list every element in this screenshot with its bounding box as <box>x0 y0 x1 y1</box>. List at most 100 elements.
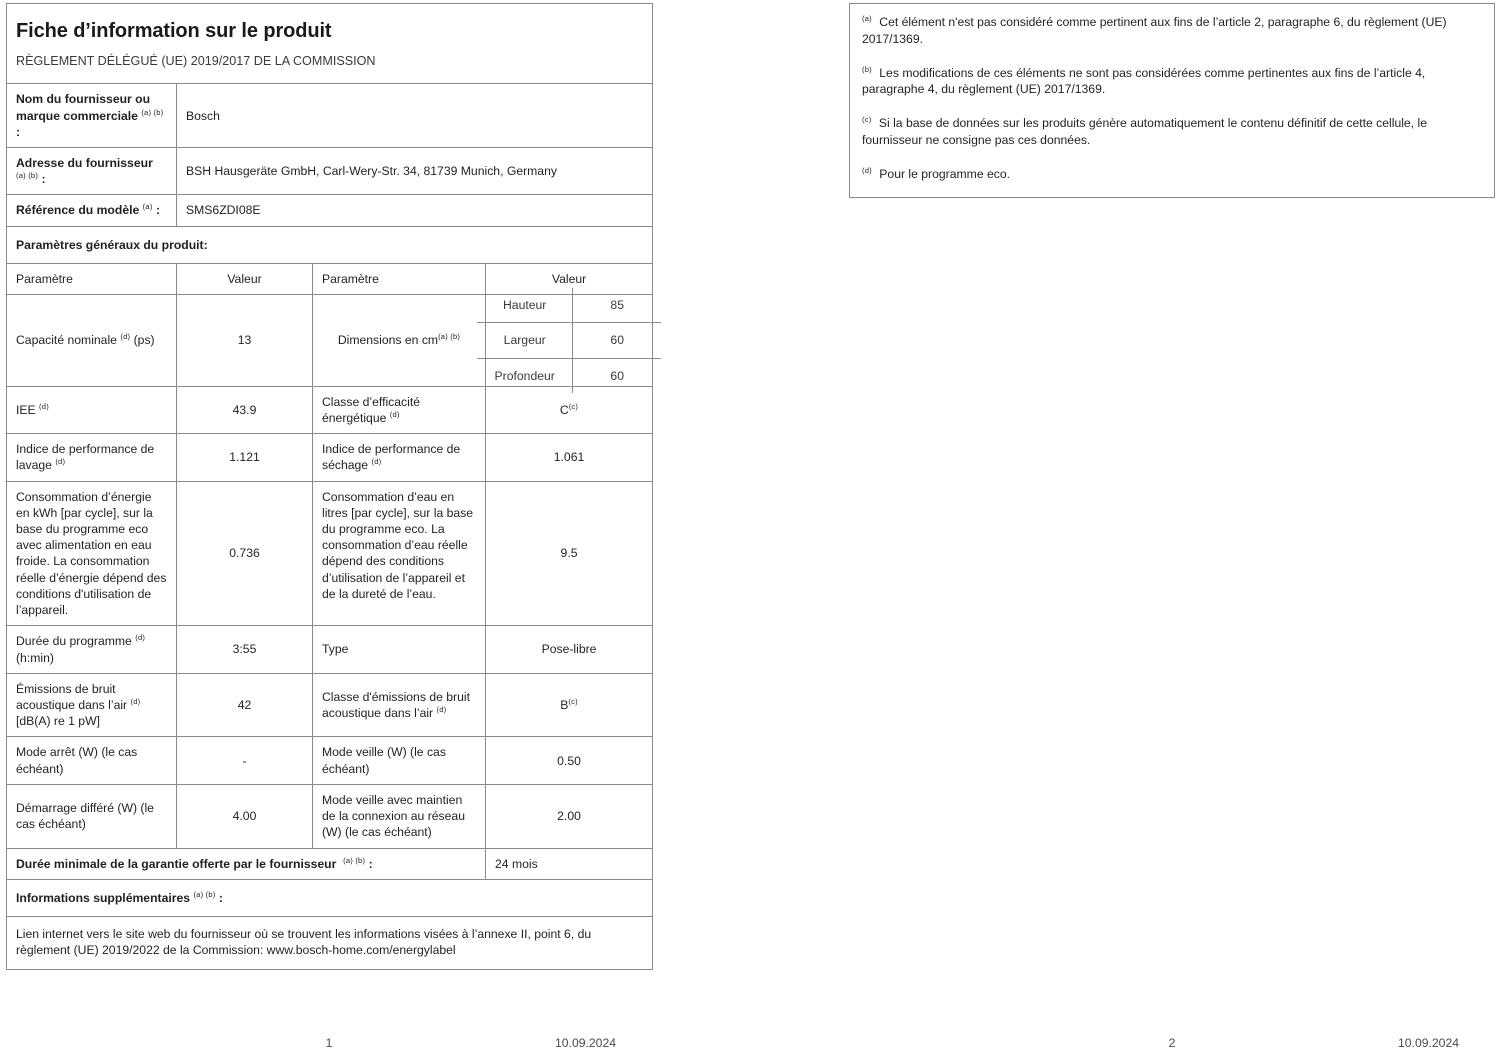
off-mode-label: Mode arrêt (W) (le cas échéant) <box>6 736 177 785</box>
footnote-marker: (c) <box>568 401 579 411</box>
supplier-address-value: BSH Hausgeräte GmbH, Carl-Wery-Str. 34, … <box>175 146 654 196</box>
supplier-address-row: Adresse du fournisseur (a) (b) : BSH Hau… <box>6 146 654 196</box>
footnote-marker: (a) (b) <box>16 171 39 181</box>
parameters-section-heading: Paramètres généraux du produit: <box>5 225 654 264</box>
header-parameter-right: Paramètre <box>312 262 486 296</box>
energy-consumption-value: 0.736 <box>176 480 313 627</box>
dimension-value-height: 85 <box>572 288 662 324</box>
energy-class-label: Classe d’efficacité énergétique (d) <box>312 385 486 435</box>
dimension-name-height: Hauteur <box>477 288 573 324</box>
footnote-marker: (a) (b) <box>438 332 461 342</box>
standby-mode-label: Mode veille (W) (le cas échéant) <box>312 736 486 785</box>
dimension-value-width: 60 <box>572 322 662 359</box>
consumption-row: Consommation d’énergie en kWh [par cycle… <box>6 480 654 627</box>
page-footer-left: 1 10.09.2024 <box>6 1036 652 1052</box>
dimensions-subtable-cell: Hauteur 85 Largeur 60 Profondeur 60 <box>477 288 662 393</box>
page-number: 2 <box>1168 1036 1176 1050</box>
off-standby-row: Mode arrêt (W) (le cas échéant) - Mode v… <box>6 736 654 785</box>
water-consumption-value: 9.5 <box>484 480 654 627</box>
footnote-d-text: Pour le programme eco. <box>879 166 1011 181</box>
drying-performance-value: 1.061 <box>484 433 654 482</box>
page-number: 1 <box>325 1036 333 1050</box>
footnote-marker: (d) <box>135 633 146 643</box>
footnote-c: (c) Si la base de données sur les produi… <box>862 115 1482 149</box>
dimension-name-depth: Profondeur <box>494 368 555 383</box>
parameters-header-row: Paramètre Valeur Paramètre Valeur <box>6 262 654 296</box>
footnote-c-text: Si la base de données sur les produits g… <box>862 116 1427 148</box>
appliance-type-value: Pose-libre <box>484 625 654 674</box>
model-reference-value: SMS6ZDI08E <box>175 194 654 227</box>
product-information-table: Fiche d’information sur le produit RÈGLE… <box>5 2 662 971</box>
footnote-marker: (d) <box>120 332 131 342</box>
water-consumption-label: Consommation d’eau en litres [par cycle]… <box>312 480 486 627</box>
energy-class-value: C(c) <box>484 385 654 435</box>
iee-energy-class-row: IEE (d) 43.9 Classe d’efficacité énergét… <box>6 385 654 435</box>
footnote-marker: (a) (b) <box>193 889 216 899</box>
regulation-subtitle: RÈGLEMENT DÉLÉGUÉ (UE) 2019/2017 DE LA C… <box>16 53 376 68</box>
warranty-label: Durée minimale de la garantie offerte pa… <box>6 847 486 880</box>
iee-label: IEE (d) <box>6 385 177 435</box>
additional-info-heading-row: Informations supplémentaires (a) (b) : <box>5 878 654 917</box>
model-reference-label: Référence du modèle (a) : <box>6 194 177 227</box>
regulation-subtitle-cell: RÈGLEMENT DÉLÉGUÉ (UE) 2019/2017 DE LA C… <box>5 50 654 85</box>
parameters-heading-row: Paramètres généraux du produit: <box>5 225 654 264</box>
standby-mode-value: 0.50 <box>484 736 654 785</box>
supplier-link-row: Lien internet vers le site web du fourni… <box>5 915 654 971</box>
table-row: Hauteur 85 <box>477 288 662 324</box>
dimensions-table: Hauteur 85 Largeur 60 Profondeur 60 <box>477 288 662 393</box>
appliance-type-label: Type <box>312 625 486 674</box>
iee-value: 43.9 <box>176 385 313 435</box>
model-reference-row: Référence du modèle (a) : SMS6ZDI08E <box>6 194 654 227</box>
footnote-d: (d) Pour le programme eco. <box>862 166 1482 183</box>
footnotes-page: (a) Cet élément n'est pas considéré comm… <box>849 3 1495 198</box>
footnote-marker: (d) <box>389 409 400 419</box>
drying-performance-label: Indice de performance de séchage (d) <box>312 433 486 482</box>
footnote-marker: (c) <box>568 696 578 706</box>
supplier-address-label: Adresse du fournisseur (a) (b) : <box>6 146 177 196</box>
noise-class-label: Classe d'émissions de bruit acoustique d… <box>312 672 486 738</box>
footnote-a-text: Cet élément n'est pas considéré comme pe… <box>862 15 1447 46</box>
page-title-cell: Fiche d’information sur le produit <box>5 2 654 51</box>
warranty-row: Durée minimale de la garantie offerte pa… <box>6 847 654 880</box>
footnote-marker: (d) <box>130 696 141 706</box>
footnote-marker: (a) <box>142 202 153 212</box>
delay-start-label: Démarrage différé (W) (le cas échéant) <box>6 783 177 849</box>
dimensions-label: Dimensions en cm(a) (b) <box>312 294 486 387</box>
footnote-marker: (d) <box>862 165 872 175</box>
washing-performance-label: Indice de performance de lavage (d) <box>6 433 177 482</box>
off-mode-value: - <box>176 736 313 785</box>
energy-consumption-label: Consommation d’énergie en kWh [par cycle… <box>6 480 177 627</box>
capacity-value: 13 <box>176 294 313 387</box>
title-row: Fiche d’information sur le produit <box>5 2 654 51</box>
footnote-a: (a) Cet élément n'est pas considéré comm… <box>862 14 1482 48</box>
noise-emissions-value: 42 <box>176 672 313 738</box>
footnote-marker: (b) <box>862 64 872 74</box>
header-value-left: Valeur <box>176 262 313 296</box>
warranty-value: 24 mois <box>484 847 654 880</box>
programme-duration-label: Durée du programme (d) (h:min) <box>6 625 177 674</box>
page-date: 10.09.2024 <box>555 1036 616 1050</box>
footnote-marker: (c) <box>862 115 872 125</box>
table-row: Largeur 60 <box>477 322 662 359</box>
noise-class-value: B(c) <box>484 672 654 738</box>
page-title: Fiche d’information sur le produit <box>16 20 332 42</box>
footnote-b-text: Les modifications de ces éléments ne son… <box>862 65 1426 97</box>
networked-standby-label: Mode veille avec maintien de la connexio… <box>312 783 486 849</box>
page-date: 10.09.2024 <box>1398 1036 1459 1050</box>
footnote-marker: (d) <box>39 401 49 411</box>
footnote-marker: (a) (b) <box>343 855 366 865</box>
supplier-website-link-text[interactable]: Lien internet vers le site web du fourni… <box>5 915 654 971</box>
page-footer-right: 2 10.09.2024 <box>849 1036 1495 1052</box>
networked-standby-value: 2.00 <box>484 783 654 849</box>
header-parameter-left: Paramètre <box>6 262 177 296</box>
washing-performance-value: 1.121 <box>176 433 313 482</box>
dimension-name-width: Largeur <box>477 322 573 359</box>
supplier-name-value: Bosch <box>175 83 654 148</box>
footnote-marker: (a) <box>862 13 872 23</box>
supplier-name-label: Nom du fournisseur ou marque commerciale… <box>6 83 177 148</box>
supplier-name-row: Nom du fournisseur ou marque commerciale… <box>6 83 654 148</box>
noise-emissions-row: Émissions de bruit acoustique dans l’air… <box>6 672 654 738</box>
footnote-marker: (a) (b) <box>141 107 164 117</box>
additional-info-heading: Informations supplémentaires (a) (b) : <box>5 878 654 917</box>
duration-type-row: Durée du programme (d) (h:min) 3:55 Type… <box>6 625 654 674</box>
